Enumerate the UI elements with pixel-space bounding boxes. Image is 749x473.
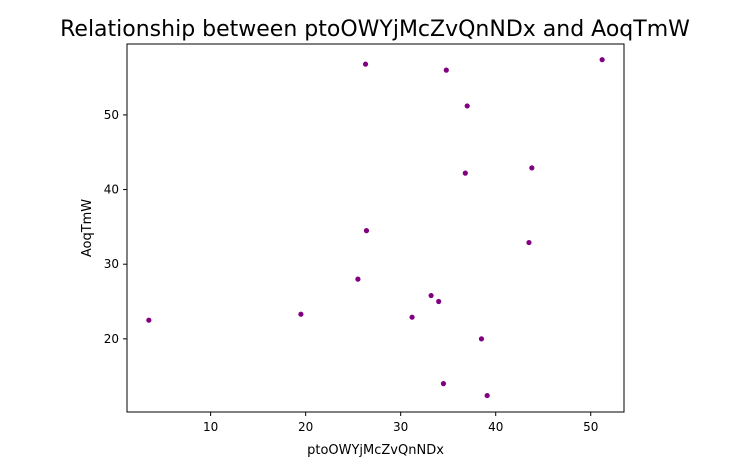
y-axis-label: AoqTmW [80, 199, 95, 257]
data-points [146, 57, 605, 399]
data-point [409, 314, 415, 320]
y-tick-label: 50 [104, 108, 119, 122]
x-tick-label: 40 [488, 420, 503, 434]
data-point [355, 276, 361, 282]
plot-area [126, 43, 625, 413]
data-point [436, 298, 442, 305]
data-point [462, 170, 468, 176]
y-axis: 20 30 40 50 [104, 108, 127, 346]
data-point [440, 381, 447, 387]
x-tick-label: 30 [393, 420, 408, 434]
data-point [478, 336, 485, 342]
data-point [443, 67, 449, 73]
y-tick-label: 40 [104, 183, 119, 197]
data-point [464, 103, 470, 109]
x-axis-label: ptoOWYjMcZvQnNDx [307, 443, 444, 458]
y-tick-label: 30 [104, 257, 119, 271]
data-point [529, 165, 535, 171]
y-tick-label: 20 [104, 332, 119, 346]
data-point [298, 311, 304, 317]
data-point [362, 61, 369, 67]
data-point [363, 228, 370, 234]
data-point [526, 239, 532, 246]
data-point [484, 392, 490, 399]
x-axis: 10 20 30 40 50 [203, 412, 598, 434]
data-point [428, 292, 434, 299]
x-tick-label: 10 [203, 420, 218, 434]
data-point [599, 57, 605, 63]
data-point [146, 317, 152, 323]
x-tick-label: 20 [298, 420, 313, 434]
x-tick-label: 50 [583, 420, 598, 434]
chart-title: Relationship between ptoOWYjMcZvQnNDx an… [60, 17, 690, 42]
